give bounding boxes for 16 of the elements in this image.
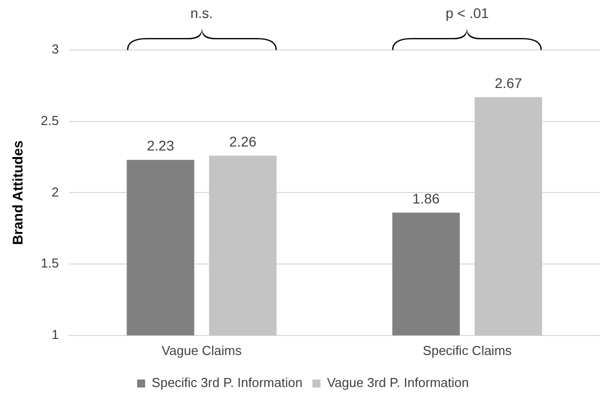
- legend-label: Vague 3rd P. Information: [326, 375, 469, 390]
- text: p < .01: [446, 4, 490, 21]
- y-tick-label: 1.5: [40, 256, 59, 271]
- y-axis-title: Brand Attitudes: [9, 140, 26, 245]
- y-tick-label: 1: [52, 326, 59, 342]
- data-label: 1.86: [412, 190, 440, 207]
- y-tick-label: 3: [52, 42, 59, 57]
- legend-label: Specific 3rd P. Information: [152, 375, 302, 390]
- y-tick-label: 2.5: [40, 112, 59, 128]
- y-tick-label: 2: [52, 184, 59, 200]
- data-label: 2.67: [494, 74, 522, 91]
- text: n.s.: [190, 4, 213, 21]
- x-tick-label: Specific Claims: [422, 342, 512, 358]
- data-label: 2.23: [146, 138, 174, 154]
- data-label: 2.26: [229, 133, 257, 150]
- x-tick-label: Vague Claims: [162, 342, 242, 358]
